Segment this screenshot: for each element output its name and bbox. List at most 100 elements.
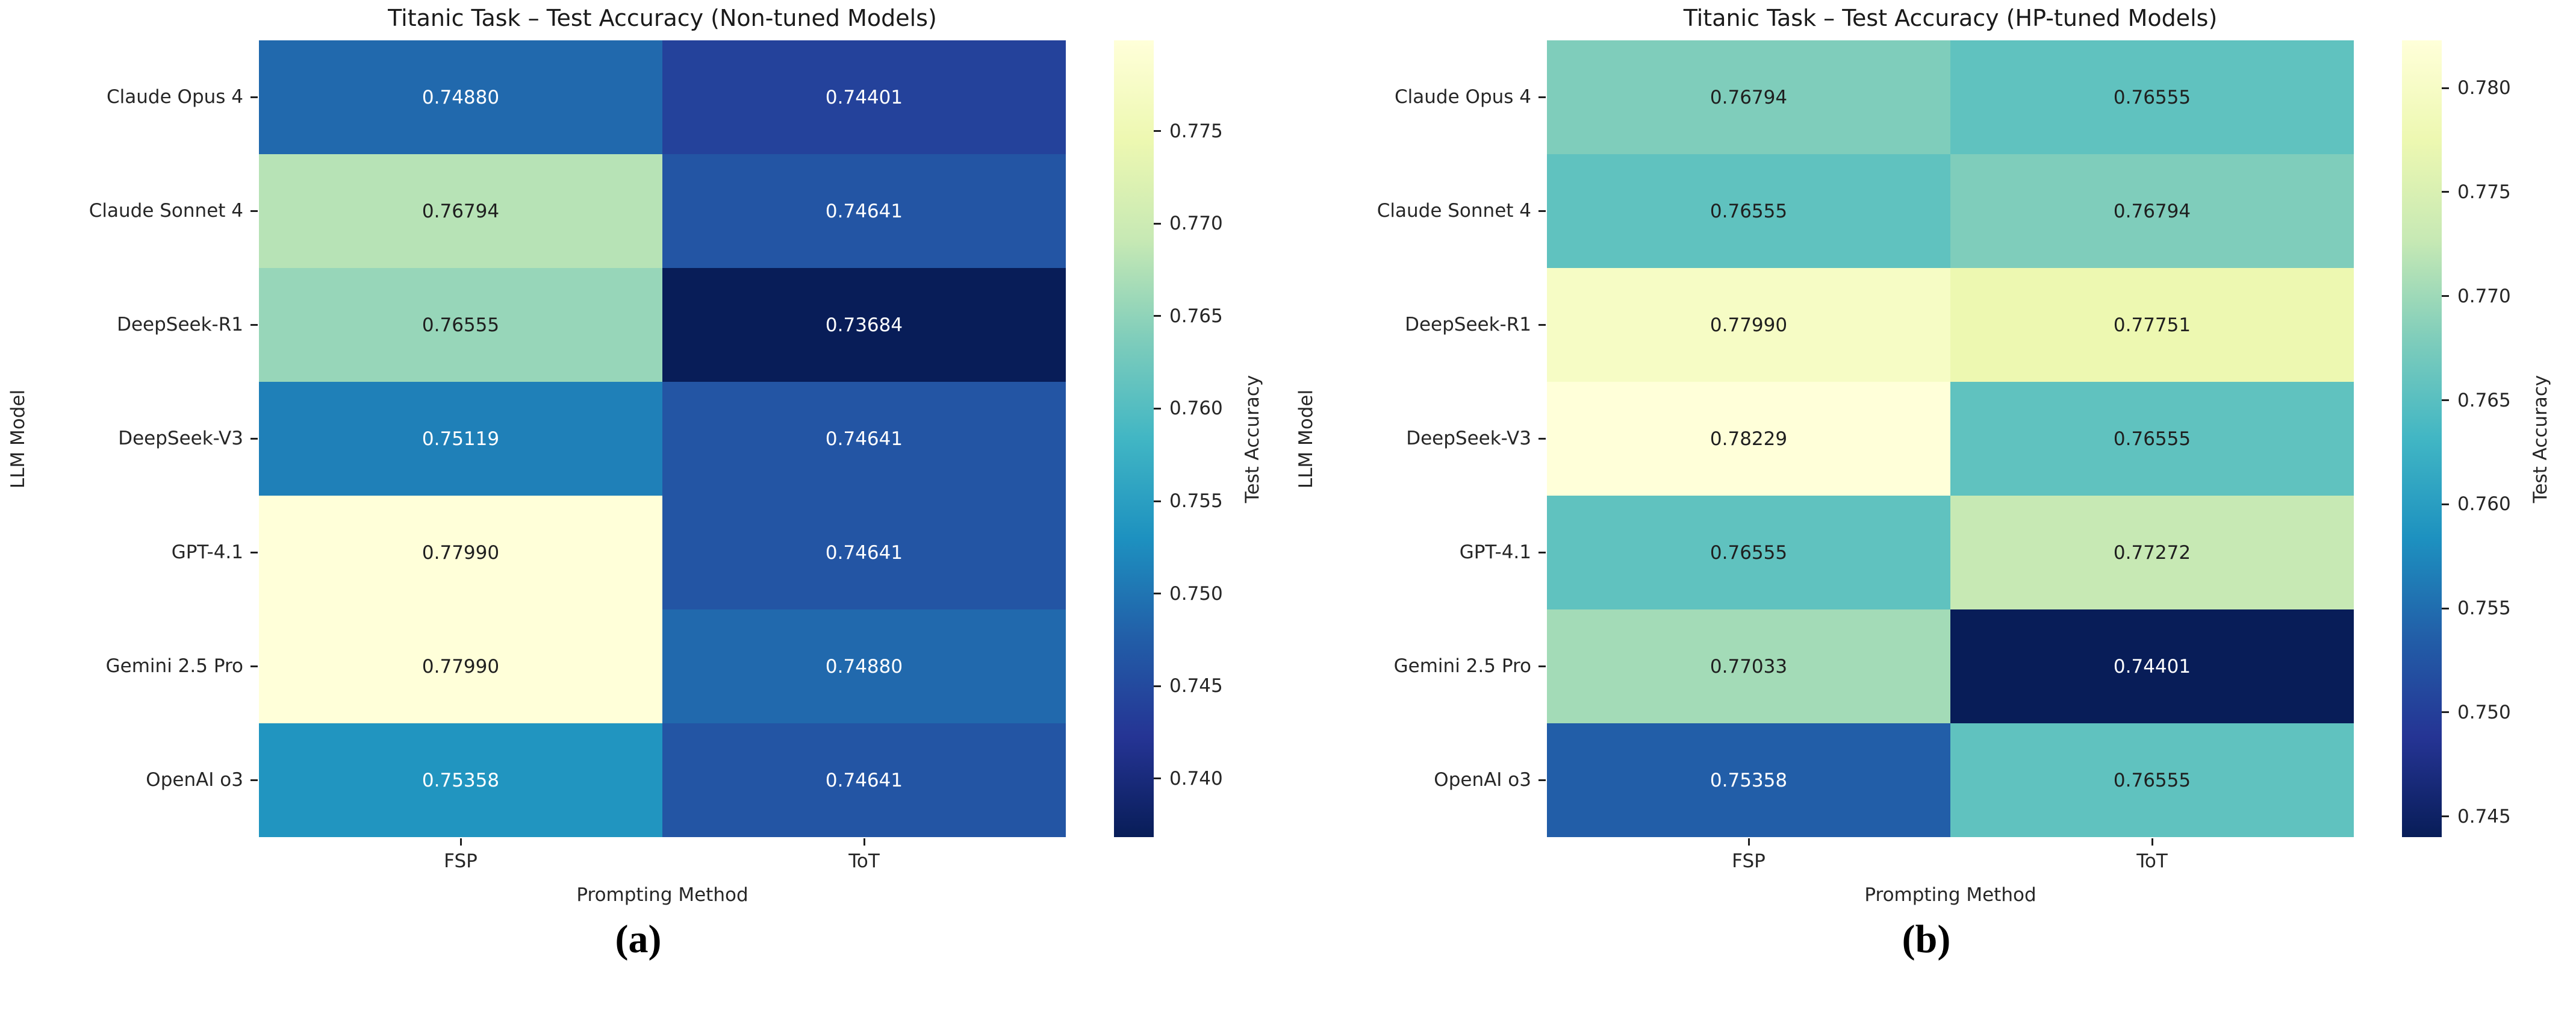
heatmap-cell: 0.74641 [662,154,1066,268]
colorbar-tick-label: 0.760 [1169,397,1223,420]
y-tick-label: DeepSeek-R1 [1405,314,1531,335]
colorbar-gradient [1114,40,1154,837]
colorbar-tick-label: 0.775 [2457,181,2511,203]
panel-title: Titanic Task – Test Accuracy (HP-tuned M… [1683,5,2218,31]
heatmap-cell: 0.74641 [662,382,1066,496]
heatmap-cell: 0.76555 [1950,40,2354,154]
y-tick-label: Claude Sonnet 4 [89,200,243,222]
heatmap-cell: 0.77751 [1950,268,2354,382]
heatmap-cell: 0.76794 [1547,40,1950,154]
x-tick-label: ToT [2136,850,2168,872]
heatmap-cell: 0.77033 [1547,609,1950,723]
colorbar-label-text: Test Accuracy [1242,375,1263,503]
y-tick-label: GPT-4.1 [1459,541,1531,563]
x-tick-mark [2151,838,2153,846]
colorbar-tick-mark [2442,607,2449,609]
heatmap-cell: 0.74401 [662,40,1066,154]
x-tick-mark [1747,838,1750,846]
colorbar-tick-label: 0.760 [2457,493,2511,516]
colorbar-tick-mark [1154,593,1161,595]
heatmap-cell: 0.76794 [1950,154,2354,268]
y-tick-mark [1538,779,1546,781]
heatmap-cell: 0.78229 [1547,382,1950,496]
y-tick-label: Gemini 2.5 Pro [105,655,243,677]
y-tick-mark [250,324,258,326]
heatmap-cell: 0.73684 [662,268,1066,382]
panel-title: Titanic Task – Test Accuracy (Non-tuned … [388,5,937,31]
colorbar-label: Test Accuracy [1236,40,1269,837]
colorbar-tick-mark [1154,777,1161,780]
colorbar-tick-label: 0.755 [1169,490,1223,513]
heatmap-cell: 0.77990 [259,609,662,723]
heatmap-grid: 0.76794 0.76555 0.76555 0.76794 0.77990 0.777… [1547,40,2354,837]
heatmap-cell: 0.76555 [1547,496,1950,609]
colorbar-tick-label: 0.765 [1169,305,1223,327]
y-tick-mark [250,665,258,667]
x-tick-label: FSP [1732,850,1766,872]
y-tick-mark [250,552,258,553]
colorbar-tick-mark [2442,503,2449,505]
subfigure-caption-a: (a) [615,917,662,961]
heatmap-cell: 0.76555 [1547,154,1950,268]
colorbar-gradient [2402,40,2442,837]
colorbar-tick-label: 0.770 [2457,285,2511,307]
x-tick-mark [863,838,865,846]
y-tick-label: DeepSeek-V3 [1406,428,1531,449]
colorbar-tick-mark [1154,685,1161,687]
colorbar-tick-mark [2442,711,2449,714]
colorbar-label-text: Test Accuracy [2530,375,2551,503]
y-tick-label: DeepSeek-R1 [117,314,243,335]
colorbar-tick-label: 0.740 [1169,767,1223,790]
y-tick-mark [250,210,258,212]
heatmap-cell: 0.76555 [1950,723,2354,837]
heatmap-cell: 0.77990 [1547,268,1950,382]
heatmap-cell: 0.76555 [1950,382,2354,496]
y-tick-mark [1538,324,1546,326]
heatmap-cell: 0.74880 [662,609,1066,723]
y-tick-label: OpenAI o3 [146,769,243,791]
colorbar-tick-mark [2442,399,2449,402]
heatmap-cell: 0.76794 [259,154,662,268]
colorbar-tick-label: 0.770 [1169,213,1223,235]
y-tick-label: Claude Opus 4 [1395,86,1531,108]
y-tick-mark [250,438,258,440]
colorbar-tick-mark [2442,815,2449,818]
colorbar-tick-mark [2442,87,2449,89]
heatmap-cell: 0.77272 [1950,496,2354,609]
y-tick-label: Claude Opus 4 [107,86,243,108]
subfigure-caption-b: (b) [1902,917,1951,961]
y-tick-mark [1538,210,1546,212]
heatmap-cell: 0.74401 [1950,609,2354,723]
colorbar-tick-mark [1154,222,1161,225]
y-tick-label: Claude Sonnet 4 [1377,200,1531,222]
colorbar-label: Test Accuracy [2524,40,2557,837]
colorbar-tick-label: 0.775 [1169,120,1223,142]
heatmap-cell: 0.75358 [259,723,662,837]
y-tick-mark [250,779,258,781]
x-axis-label: Prompting Method [576,884,748,906]
heatmap-grid: 0.74880 0.74401 0.76794 0.74641 0.76555 0.736… [259,40,1066,837]
heatmap-cell: 0.76555 [259,268,662,382]
colorbar-tick-mark [1154,130,1161,132]
y-tick-mark [1538,96,1546,98]
colorbar-tick-mark [1154,500,1161,502]
y-tick-mark [1538,552,1546,553]
x-tick-label: FSP [444,850,478,872]
colorbar-tick-label: 0.765 [2457,389,2511,411]
colorbar-tick-label: 0.750 [2457,701,2511,723]
y-tick-label: Gemini 2.5 Pro [1393,655,1531,677]
heatmap-panel-a: Titanic Task – Test Accuracy (Non-tuned … [7,5,1269,961]
colorbar-tick-mark [2442,295,2449,298]
colorbar-tick-label: 0.745 [1169,675,1223,697]
colorbar-tick-mark [1154,407,1161,410]
x-tick-mark [459,838,462,846]
heatmap-panel-b: Titanic Task – Test Accuracy (HP-tuned M… [1288,0,2576,1022]
heatmap-cell: 0.75119 [259,382,662,496]
x-tick-label: ToT [848,850,880,872]
heatmap-cell: 0.74641 [662,496,1066,609]
colorbar-tick-mark [1154,315,1161,317]
y-tick-label: GPT-4.1 [171,541,243,563]
y-tick-label: OpenAI o3 [1434,769,1531,791]
colorbar-tick-label: 0.745 [2457,805,2511,827]
